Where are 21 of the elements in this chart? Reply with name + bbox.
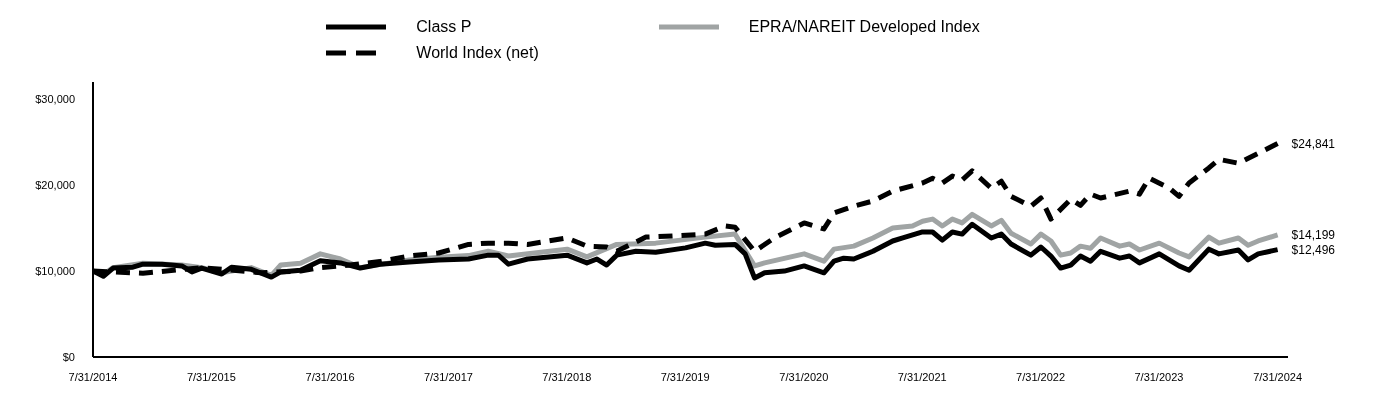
annotation: $14,199 bbox=[1291, 228, 1336, 243]
x-tick-label: 7/31/2023 bbox=[1134, 370, 1184, 383]
x-tick-label: 7/31/2015 bbox=[186, 370, 236, 383]
x-tick-label: 7/31/2017 bbox=[423, 370, 473, 383]
x-tick-label: 7/31/2021 bbox=[897, 370, 947, 383]
y-tick-label: $10,000 bbox=[35, 264, 75, 277]
y-tick-label: $20,000 bbox=[35, 179, 75, 192]
x-tick-label: 7/31/2020 bbox=[779, 370, 829, 383]
x-tick-label: 7/31/2019 bbox=[660, 370, 710, 383]
y-tick-label: $30,000 bbox=[35, 93, 75, 106]
annotation: $12,496 bbox=[1291, 242, 1336, 257]
x-tick-label: 7/31/2018 bbox=[542, 370, 592, 383]
x-tick-label: 7/31/2016 bbox=[305, 370, 355, 383]
legend-label: EPRA/NAREIT Developed Index bbox=[748, 18, 980, 36]
legend-label: Class P bbox=[416, 18, 472, 36]
x-tick-label: 7/31/2024 bbox=[1253, 370, 1303, 383]
legend-label: World Index (net) bbox=[416, 44, 539, 62]
x-tick-label: 7/31/2022 bbox=[1016, 370, 1066, 383]
x-tick-label: 7/31/2014 bbox=[68, 370, 118, 383]
y-tick-label: $0 bbox=[62, 350, 75, 363]
annotation: $24,841 bbox=[1291, 136, 1336, 151]
